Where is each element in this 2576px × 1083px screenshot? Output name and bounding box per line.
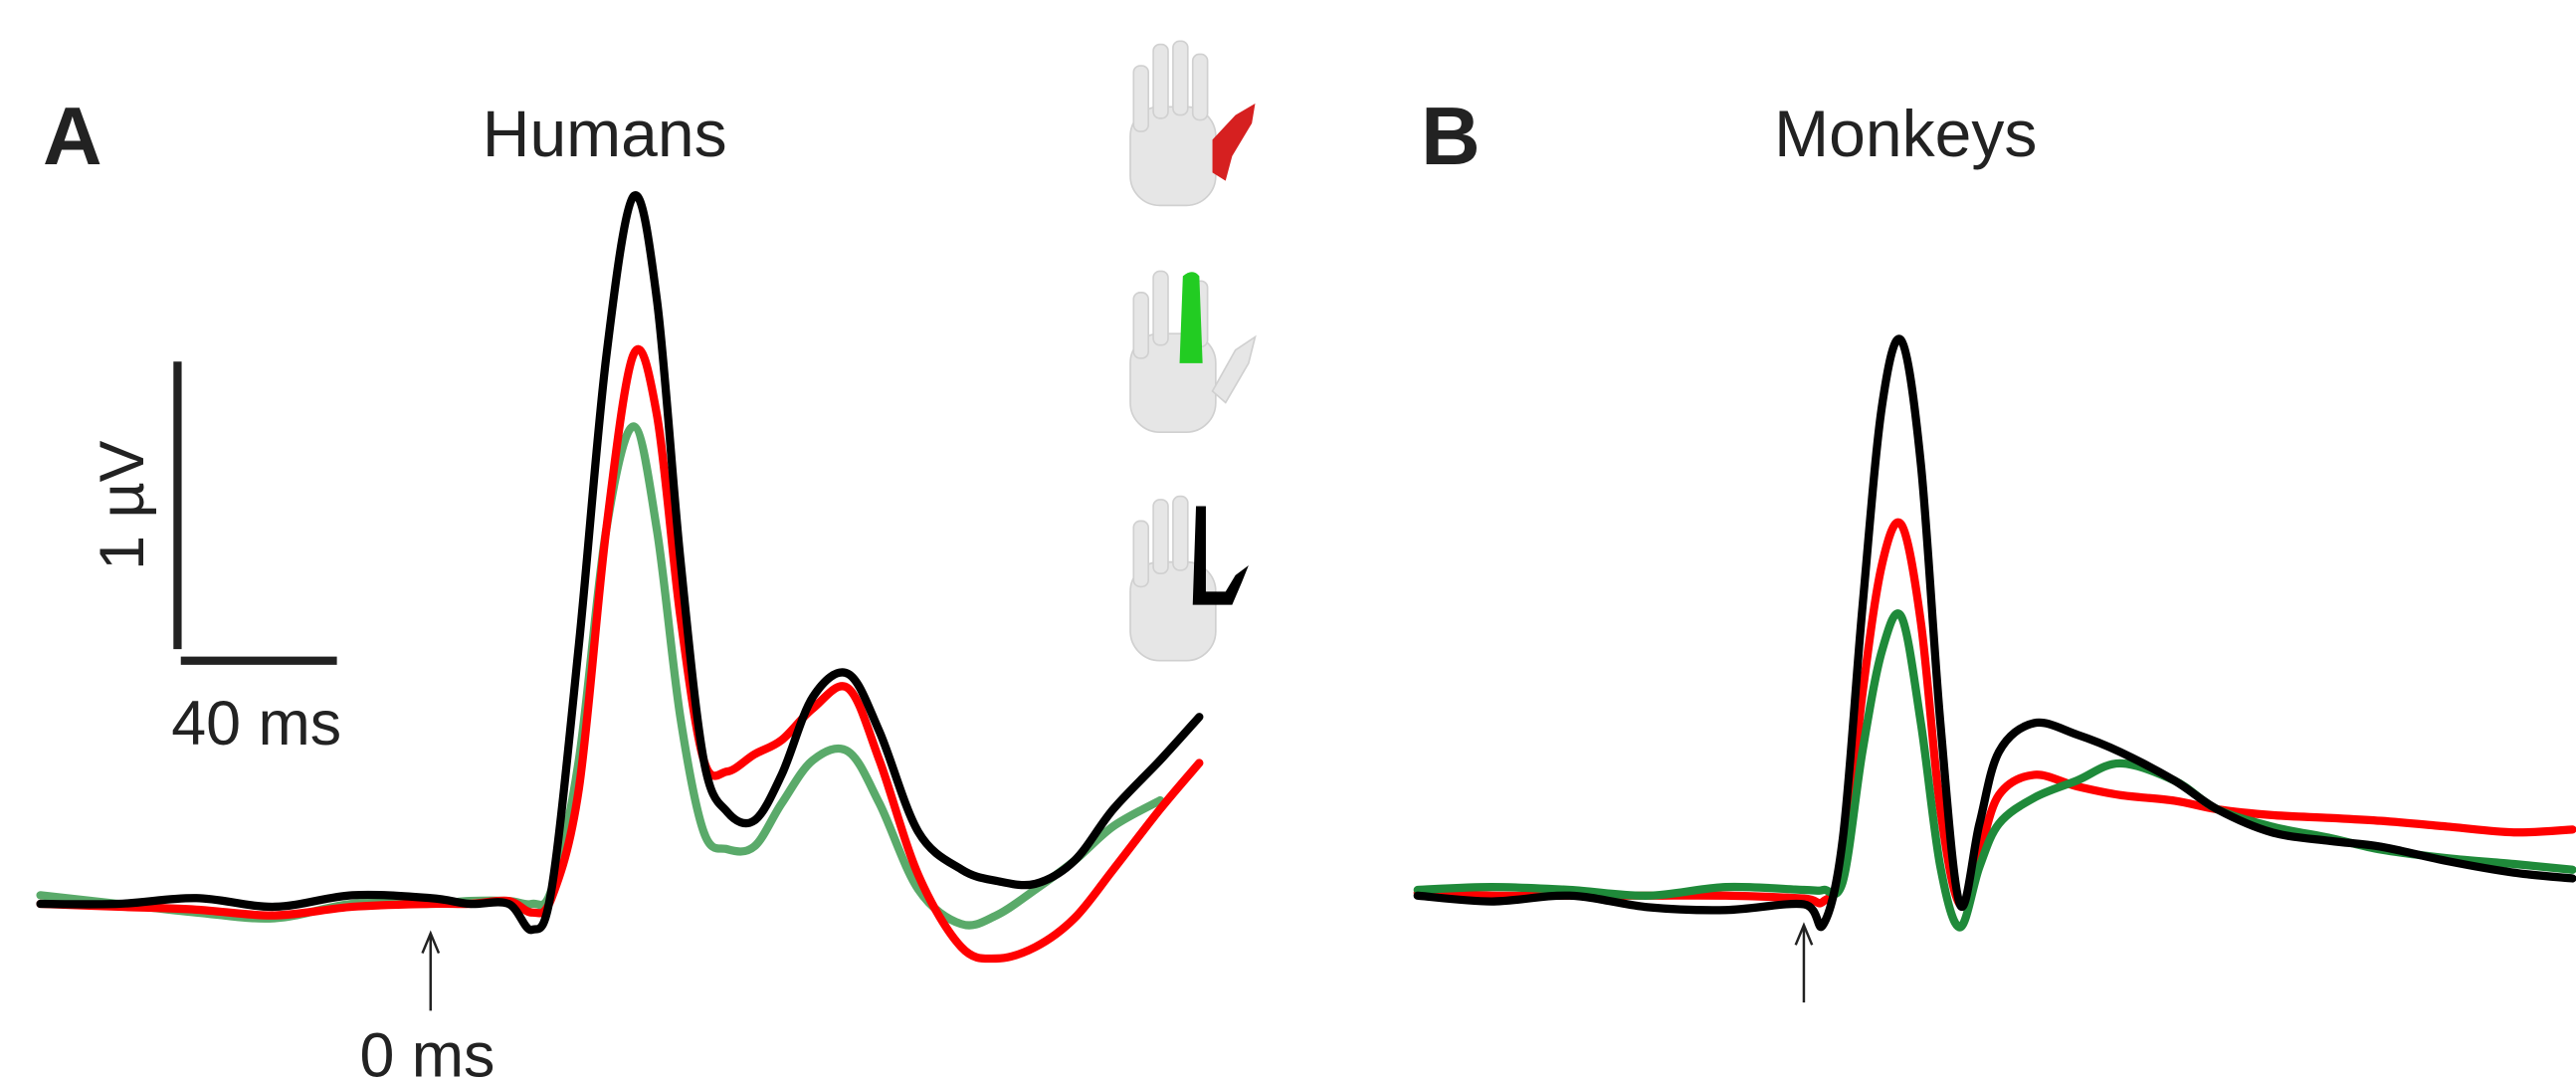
waveform [41,195,1200,930]
panel-title: Humans [483,97,727,170]
figure: A Humans 0 ms 1 µV 40 ms B Monkeys [0,0,2576,1083]
waveform [1418,338,2573,927]
onset-label: 0 ms [359,1020,495,1083]
waveform [41,349,1200,959]
panel-title: Monkeys [1774,97,2037,170]
scale-bar-x-label: 40 ms [171,689,341,758]
hand-icons [1130,41,1255,660]
waveform [41,426,1161,925]
panel-label: B [1421,91,1481,182]
hand-icon [1130,497,1249,661]
page: AHumans0 ms1 µV40 msBMonkeys (() => { co… [0,0,2576,1083]
panel-label: A [43,91,102,182]
hand-icon [1130,41,1255,205]
hand-icon [1130,271,1255,432]
scale-bar-y-label: 1 µV [88,440,157,569]
